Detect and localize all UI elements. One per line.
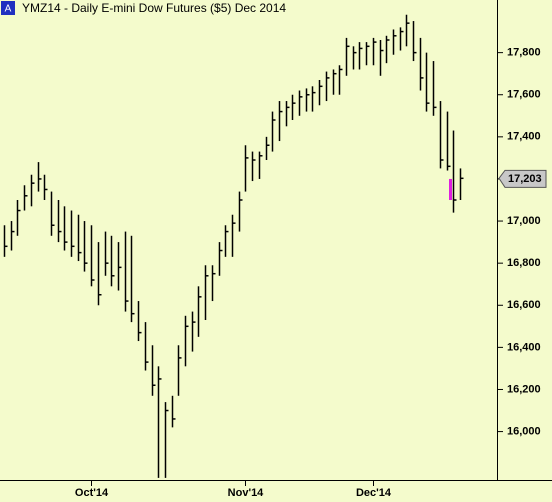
last-price-box [498,169,547,188]
x-tick-label: Oct'14 [75,487,109,499]
y-tick-label: 17,600 [507,89,541,101]
x-tick-label: Dec'14 [356,487,392,499]
y-tick-label: 16,200 [507,383,541,395]
y-tick-label: 17,800 [507,47,541,59]
badge-box [1,1,15,15]
y-tick-label: 16,400 [507,341,541,353]
y-tick-label: 16,600 [507,299,541,311]
highlight-bar [449,178,452,200]
last-price-label: 17,203 [508,173,542,185]
y-tick-label: 17,000 [507,215,541,227]
chart-title: YMZ14 - Daily E-mini Dow Futures ($5) De… [22,1,286,15]
y-tick-label: 16,000 [507,425,541,437]
y-tick-label: 16,800 [507,257,541,269]
badge: A [5,4,12,15]
y-tick-label: 17,400 [507,131,541,143]
x-tick-label: Nov'14 [228,487,265,499]
